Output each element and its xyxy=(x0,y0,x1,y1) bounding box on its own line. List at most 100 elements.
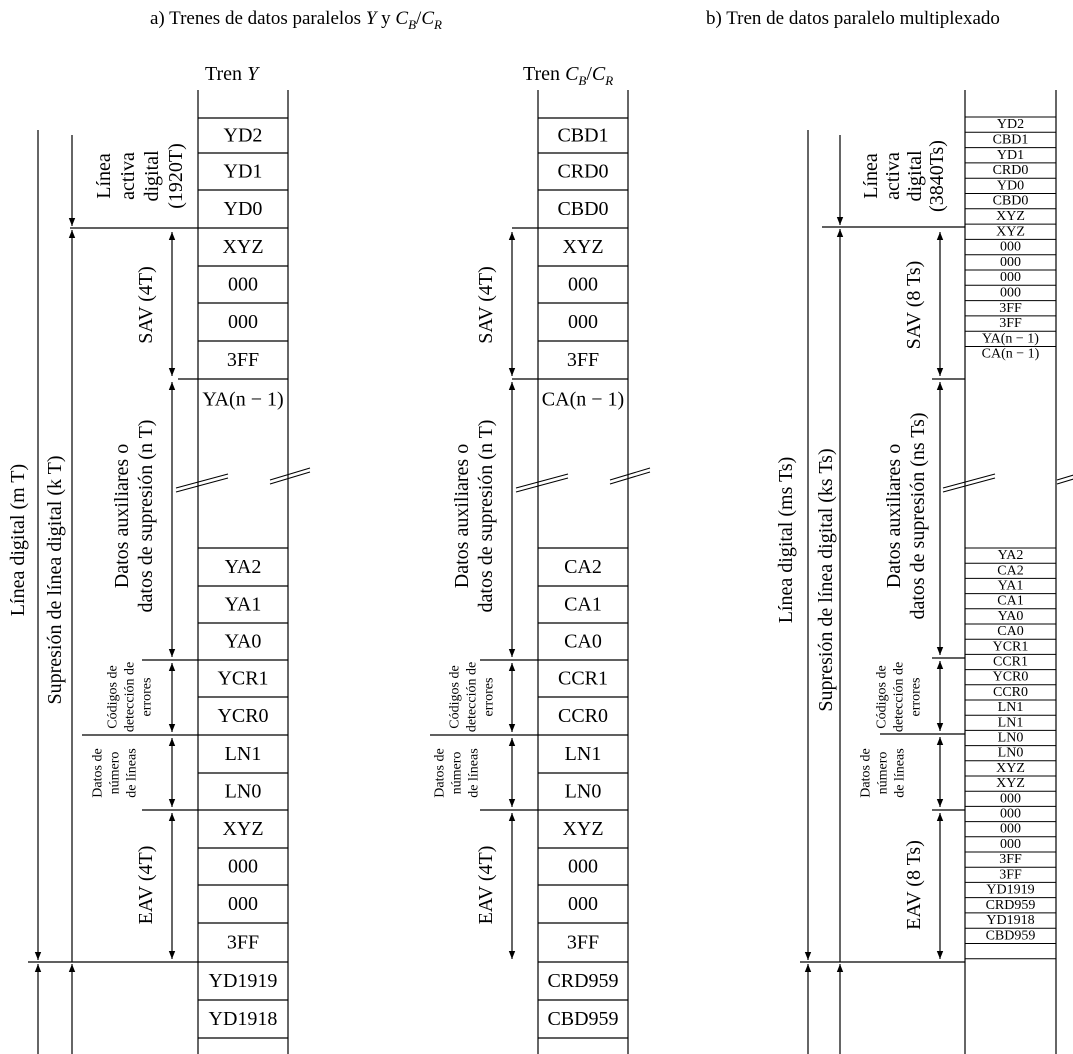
stream-cell: CA2 xyxy=(564,556,602,578)
break-mark xyxy=(269,471,311,485)
stream-cell: CRD959 xyxy=(547,970,618,992)
column-cbcr-stream: CBD1 CRD0 CBD0 XYZ 000 000 3FF CA(n − 1) CA2 CA1 C… xyxy=(515,90,651,1054)
mux-cell: XYZ xyxy=(996,209,1025,224)
label-eav-line: EAV (4T) xyxy=(135,846,157,925)
label-aux-data-line: Datos auxiliares o xyxy=(451,444,473,588)
annotations-cbcr: SAV (4T) Datos auxiliares o datos de supre… xyxy=(430,227,538,959)
stream-cell: 3FF xyxy=(567,932,599,954)
label-line-number: Datos de número de líneas xyxy=(91,748,140,797)
stream-cell: 000 xyxy=(228,856,258,878)
mux-cell: XYZ xyxy=(996,776,1025,791)
mux-cell: CA0 xyxy=(997,624,1023,639)
stream-cell: YD1 xyxy=(224,161,263,183)
mux-cell: CA2 xyxy=(997,563,1023,578)
label-error-codes: Códigos de detección de errores xyxy=(875,662,924,732)
mux-cell: YD1918 xyxy=(986,913,1034,928)
label-error-codes-line: Códigos de xyxy=(875,665,890,728)
mux-cell: 000 xyxy=(1000,807,1021,822)
mux-cell: XYZ xyxy=(996,761,1025,776)
label-error-codes: Códigos de detección de errores xyxy=(448,662,497,732)
label-error-codes-line: Códigos de xyxy=(106,665,121,728)
label-sav-line: SAV (4T) xyxy=(475,266,497,344)
header-y-stream: Tren Y xyxy=(205,63,260,85)
label-blanking-line: Supresión de línea digital (ks Ts) xyxy=(815,448,837,711)
label-active-line-line: activa xyxy=(117,152,139,200)
label-eav: EAV (4T) xyxy=(135,846,157,925)
stream-cell: YD2 xyxy=(224,125,263,147)
label-sav: SAV (8 Ts) xyxy=(903,261,925,350)
label-error-codes-line: errores xyxy=(482,678,497,717)
mux-cell: 000 xyxy=(1000,837,1021,852)
mux-cell: 000 xyxy=(1000,285,1021,300)
annotations-a: Línea activa digital (1920T) SAV (4T) Datos a… xyxy=(7,130,198,1054)
label-eav: EAV (8 Ts) xyxy=(903,840,925,930)
stream-cell: 000 xyxy=(228,311,258,333)
label-aux-data-line: Datos auxiliares o xyxy=(111,444,133,588)
label-aux-data-line: datos de supresión (ns Ts) xyxy=(907,412,929,619)
label-active-line-line: (1920T) xyxy=(165,143,187,209)
mux-cell: 3FF xyxy=(999,301,1022,316)
break-mark xyxy=(942,477,996,493)
label-eav: EAV (4T) xyxy=(475,846,497,925)
mux-cell: LN1 xyxy=(998,715,1024,730)
mux-cell: CCR1 xyxy=(993,655,1028,670)
mux-cell: LN0 xyxy=(998,746,1024,761)
label-sav: SAV (4T) xyxy=(135,266,157,344)
label-error-codes-line: detección de xyxy=(465,662,480,732)
stream-cell: YCR0 xyxy=(217,705,268,727)
mux-cell: CBD0 xyxy=(993,194,1029,209)
stream-cell: XYZ xyxy=(222,818,263,840)
stream-cell: 000 xyxy=(568,274,598,296)
stream-cell: YCR1 xyxy=(217,668,268,690)
label-line-number: Datos de número de líneas xyxy=(433,748,482,797)
title-a: a) Trenes de datos paralelos Y y CB/CR xyxy=(150,8,442,32)
stream-cell: LN0 xyxy=(565,781,602,803)
mux-cell: CRD0 xyxy=(993,163,1029,178)
title-b: b) Tren de datos paralelo multiplexado xyxy=(706,8,1000,29)
break-mark xyxy=(1056,478,1073,485)
label-error-codes-line: errores xyxy=(909,678,924,717)
stream-cell: YA2 xyxy=(225,556,262,578)
mux-cell: YA2 xyxy=(998,548,1024,563)
mux-cell: LN0 xyxy=(998,731,1024,746)
label-active-line-line: Línea xyxy=(860,153,882,199)
label-line-number-line: Datos de xyxy=(91,748,106,797)
label-aux-data-line: datos de supresión (n T) xyxy=(475,420,497,613)
header-cbcr-stream: Tren CB/CR xyxy=(523,63,613,88)
break-mark xyxy=(1056,474,1073,481)
label-active-line: Línea activa digital (1920T) xyxy=(93,143,187,209)
label-aux-data-line: datos de supresión (n T) xyxy=(135,420,157,613)
label-sav: SAV (4T) xyxy=(475,266,497,344)
column-y-stream: YD2 YD1 YD0 XYZ 000 000 3FF YA(n − 1) YA2 YA1 YA0 Y… xyxy=(175,90,311,1054)
label-digital-line-line: Línea digital (ms Ts) xyxy=(775,457,797,624)
mux-cell: XYZ xyxy=(996,224,1025,239)
mux-cell: 000 xyxy=(1000,255,1021,270)
column-multiplexed-stream: YD2CBD1YD1CRD0YD0CBD0XYZXYZ0000000000003… xyxy=(942,90,1073,1054)
stream-cell: 3FF xyxy=(567,349,599,371)
stream-cell: 000 xyxy=(228,893,258,915)
stream-cell: XYZ xyxy=(222,236,263,258)
break-mark xyxy=(609,467,651,481)
mux-cell: 000 xyxy=(1000,822,1021,837)
label-line-number-line: número xyxy=(450,752,465,795)
break-mark xyxy=(942,473,996,489)
label-error-codes: Códigos de detección de errores xyxy=(106,662,155,732)
stream-cell: CCR0 xyxy=(558,705,608,727)
mux-cell: YD0 xyxy=(997,178,1024,193)
label-blanking-line: Supresión de línea digital (k T) xyxy=(44,455,66,704)
label-active-line-line: digital xyxy=(904,150,926,202)
label-line-number-line: de líneas xyxy=(893,748,908,797)
label-error-codes-line: Códigos de xyxy=(448,665,463,728)
stream-cell: 3FF xyxy=(227,932,259,954)
label-line-number: Datos de número de líneas xyxy=(859,748,908,797)
mux-cell: 000 xyxy=(1000,270,1021,285)
stream-cell: YA1 xyxy=(225,594,262,616)
mux-cell: CBD1 xyxy=(993,132,1029,147)
stream-cell: CA0 xyxy=(564,631,602,653)
mux-cell: CBD959 xyxy=(986,928,1036,943)
mux-cell: 000 xyxy=(1000,240,1021,255)
stream-cell: LN1 xyxy=(225,743,262,765)
break-mark xyxy=(609,471,651,485)
mux-cell: 3FF xyxy=(999,867,1022,882)
